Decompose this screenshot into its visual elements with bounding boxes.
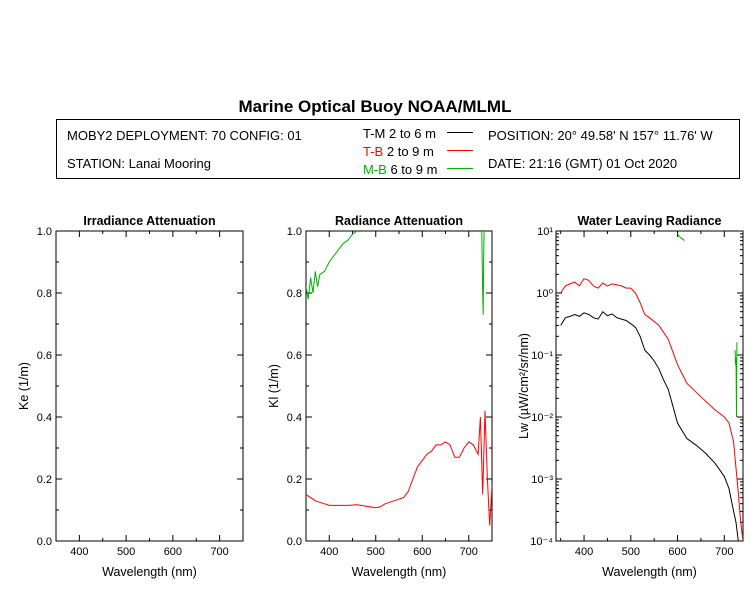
legend-item-mb: M-B 6 to 9 m — [363, 162, 437, 177]
x-tick-label: 600 — [668, 546, 686, 558]
x-tick-label: 400 — [575, 546, 593, 558]
plot-frame — [305, 230, 493, 542]
y-tick-label: 0.8 — [37, 288, 52, 300]
y-tick-label: 1.0 — [37, 226, 52, 238]
x-tick-label: 700 — [715, 546, 733, 558]
y-tick-label: 0.8 — [287, 288, 302, 300]
y-tick-label: 10⁻³ — [531, 474, 553, 486]
x-tick-label: 400 — [320, 546, 338, 558]
deployment-text: MOBY2 DEPLOYMENT: 70 CONFIG: 01 — [67, 128, 302, 143]
y-tick-label: 0.0 — [37, 536, 52, 548]
y-tick-label: 10¹ — [537, 226, 553, 238]
info-panel: MOBY2 DEPLOYMENT: 70 CONFIG: 01 STATION:… — [56, 119, 740, 179]
legend-range: 6 to 9 m — [390, 162, 438, 177]
series-line — [560, 278, 743, 541]
y-tick-label: 10⁻¹ — [531, 350, 553, 362]
y-tick-label: 0.4 — [37, 412, 52, 424]
legend-code: M-B — [363, 162, 387, 177]
x-tick-label: 700 — [210, 546, 228, 558]
x-tick-label: 500 — [117, 546, 135, 558]
legend-line-tm — [447, 132, 473, 133]
series-line — [306, 231, 358, 300]
plot-frame — [55, 230, 244, 542]
y-axis-label: Kl (1/m) — [267, 364, 281, 408]
legend-item-tb: T-B 2 to 9 m — [363, 144, 434, 159]
series-line — [306, 410, 492, 526]
chart-title: Marine Optical Buoy NOAA/MLML — [238, 97, 512, 116]
position-text: POSITION: 20° 49.58' N 157° 11.76' W — [488, 128, 713, 143]
y-tick-label: 10⁻⁴ — [530, 536, 553, 548]
station-text: STATION: Lanai Mooring — [67, 156, 212, 171]
series-line — [677, 233, 685, 241]
series-line — [481, 231, 485, 315]
y-axis-label: Lw (µW/cm²/sr/nm) — [517, 333, 531, 439]
x-axis-label: Wavelength (nm) — [102, 565, 197, 579]
y-tick-label: 1.0 — [287, 226, 302, 238]
y-tick-label: 10⁻² — [531, 412, 553, 424]
y-tick-label: 0.4 — [287, 412, 302, 424]
x-tick-label: 500 — [622, 546, 640, 558]
panel-title: Water Leaving Radiance — [577, 214, 721, 228]
y-axis-label: Ke (1/m) — [17, 362, 31, 410]
y-tick-label: 0.2 — [287, 474, 302, 486]
legend-range: 2 to 6 m — [389, 126, 436, 141]
panel-title: Irradiance Attenuation — [83, 214, 215, 228]
y-tick-label: 0.2 — [37, 474, 52, 486]
x-tick-label: 600 — [164, 546, 182, 558]
series-line — [734, 342, 738, 418]
legend-code: T-M — [363, 126, 386, 141]
panel-title: Radiance Attenuation — [335, 214, 463, 228]
date-text: DATE: 21:16 (GMT) 01 Oct 2020 — [488, 156, 678, 171]
x-tick-label: 700 — [460, 546, 478, 558]
y-tick-label: 0.6 — [37, 350, 52, 362]
legend-code: T-B — [363, 144, 384, 159]
legend-range: 2 to 9 m — [386, 144, 434, 159]
y-tick-label: 10⁰ — [536, 288, 553, 300]
x-tick-label: 600 — [413, 546, 431, 558]
y-tick-label: 0.6 — [287, 350, 302, 362]
legend-line-mb — [447, 168, 473, 169]
plot-frame — [555, 230, 744, 542]
y-tick-label: 0.0 — [287, 536, 302, 548]
series-line — [560, 310, 739, 541]
x-axis-label: Wavelength (nm) — [352, 565, 447, 579]
x-tick-label: 400 — [70, 546, 88, 558]
x-axis-label: Wavelength (nm) — [602, 565, 697, 579]
legend-item-tm: T-M 2 to 6 m — [363, 126, 436, 141]
x-tick-label: 500 — [367, 546, 385, 558]
legend-line-tb — [447, 150, 473, 151]
